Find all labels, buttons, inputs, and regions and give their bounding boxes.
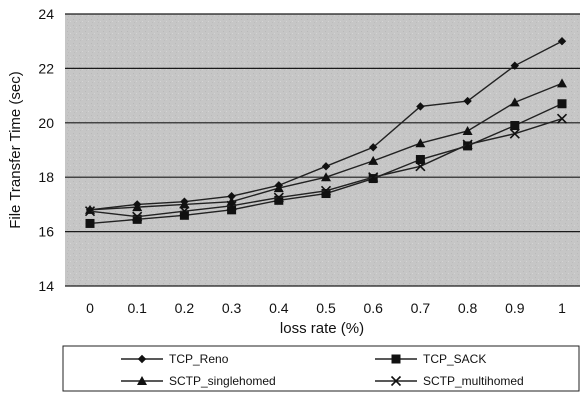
data-point [509, 128, 520, 139]
legend-marker [390, 375, 402, 387]
x-tick-label: 0.5 [316, 300, 336, 316]
legend-label: SCTP_singlehomed [169, 374, 276, 388]
x-tick-label: 0.8 [458, 300, 478, 316]
data-point [463, 96, 472, 106]
data-point [274, 195, 284, 205]
legend-entry: TCP_SACK [375, 352, 486, 366]
legend-marker [137, 376, 147, 385]
legend-box [62, 345, 580, 392]
data-point [273, 183, 284, 193]
data-point [510, 61, 519, 70]
data-point [509, 97, 520, 107]
y-axis-title: File Transfer Time (sec) [7, 71, 24, 229]
data-point [179, 199, 190, 209]
legend-entry: SCTP_singlehomed [121, 374, 276, 388]
data-point [369, 143, 378, 152]
x-axis-title: loss rate (%) [280, 320, 364, 337]
legend-entry: SCTP_multihomed [375, 374, 524, 388]
data-point [368, 174, 378, 184]
x-axis-ticks: 0 0.1 0.2 0.3 0.4 0.5 0.6 0.7 0.8 0.9 1 [86, 300, 566, 316]
data-point [132, 211, 143, 222]
x-tick-label: 0.7 [411, 300, 431, 316]
legend-label: SCTP_multihomed [423, 374, 524, 388]
series-group [84, 37, 568, 228]
data-point [416, 102, 425, 111]
grid-lines [65, 13, 580, 287]
legend-entry: TCP_Reno [121, 352, 229, 366]
data-point [321, 189, 331, 199]
plot-area [65, 14, 580, 286]
data-point [415, 161, 426, 172]
data-point [415, 138, 426, 148]
x-tick-label: 0.2 [175, 300, 195, 316]
data-point [463, 141, 473, 151]
data-point [510, 121, 520, 131]
legend-label: TCP_Reno [169, 352, 229, 366]
data-point [179, 210, 189, 220]
data-point [132, 214, 142, 224]
series-sctp-multihomed [84, 113, 568, 222]
data-point [273, 192, 284, 203]
x-tick-label: 0.4 [269, 300, 289, 316]
data-point [84, 206, 96, 217]
data-point [85, 218, 95, 228]
data-point [415, 155, 425, 165]
y-tick-label: 18 [38, 169, 54, 185]
data-point [179, 206, 190, 217]
x-tick-label: 0 [86, 300, 94, 316]
data-point [226, 200, 237, 211]
data-point [462, 125, 473, 135]
x-tick-label: 0.3 [222, 300, 242, 316]
legend-marker [137, 354, 147, 364]
data-point [132, 202, 143, 212]
data-point [556, 113, 568, 124]
y-tick-label: 22 [38, 60, 54, 76]
x-tick-label: 1 [558, 300, 566, 316]
y-tick-label: 16 [38, 224, 54, 240]
data-point [321, 162, 331, 171]
x-tick-label: 0.9 [505, 300, 525, 316]
data-point [227, 192, 236, 201]
legend: TCP_Reno TCP_SACK SCTP_singlehomed SCTP_mul… [121, 352, 524, 388]
series-sctp-singlehomed [85, 78, 567, 214]
legend-marker [391, 354, 401, 364]
data-point [320, 185, 332, 196]
data-point [368, 172, 379, 183]
x-tick-label: 0.1 [127, 300, 147, 316]
data-point [557, 99, 567, 109]
series-tcp-sack [85, 99, 567, 228]
data-point [462, 139, 473, 150]
data-point [227, 205, 237, 215]
legend-label: TCP_SACK [423, 352, 486, 366]
data-point [321, 172, 331, 182]
data-point [557, 37, 567, 46]
x-tick-label: 0.6 [363, 300, 383, 316]
y-axis-ticks: 14 16 18 20 22 24 [38, 6, 54, 294]
y-tick-label: 14 [38, 278, 54, 294]
y-tick-label: 20 [38, 115, 54, 131]
y-tick-label: 24 [38, 6, 54, 22]
data-point [368, 155, 379, 165]
data-point [557, 78, 567, 88]
